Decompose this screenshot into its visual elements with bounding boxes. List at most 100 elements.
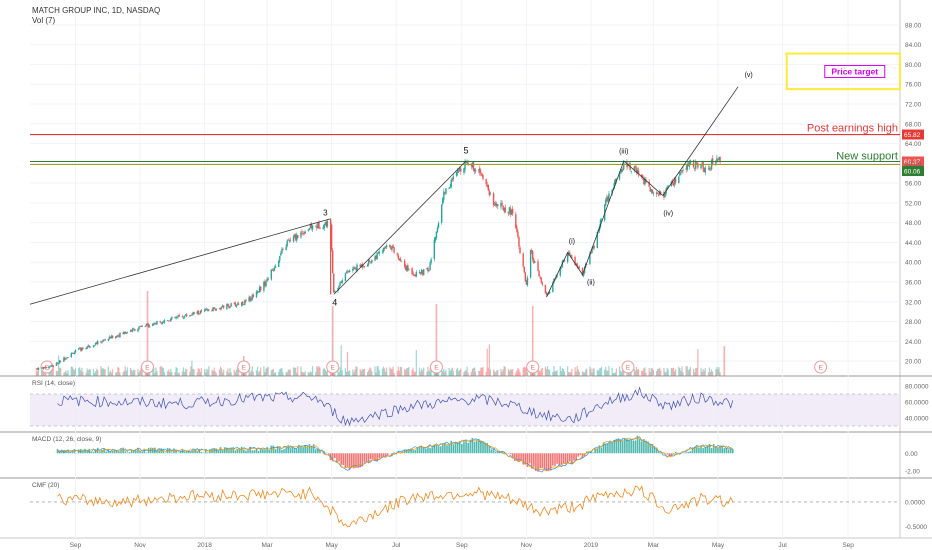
volume-bar [95,371,97,376]
volume-bar [171,371,173,376]
macd-histogram-bar [217,450,220,454]
volume-bar [682,372,684,376]
pane-title: MACD (12, 26, close, 9) [32,436,101,443]
candle-body [405,266,407,270]
candle-body [103,339,105,341]
candle-body [332,250,334,273]
candle-body [441,204,443,223]
volume-bar [408,367,410,376]
candle-body [118,335,120,337]
candle-body [486,184,488,186]
candle-body [347,271,350,273]
candle-body [355,267,357,270]
candle-body [369,261,371,263]
macd-histogram-bar [513,453,516,461]
symbol-title[interactable]: MATCH GROUP INC, 1D, NASDAQ [32,6,161,15]
volume-bar [405,370,407,376]
volume-bar [326,370,329,376]
candle-body [325,221,328,227]
candle-body [101,341,103,343]
macd-histogram-bar [380,453,383,457]
macd-histogram-bar [234,450,237,454]
volume-bar [371,371,373,376]
volume-bar [55,370,58,376]
volume-bar [687,370,689,376]
candle-body [559,267,561,276]
candle-body [465,162,467,163]
macd-histogram-bar [111,450,114,454]
candle-body [501,202,503,205]
macd-histogram-bar [247,450,249,454]
volume-bar [560,371,562,376]
candle-body [650,189,652,192]
volume-bar [651,368,653,376]
candle-body [55,362,58,366]
price-axis[interactable]: 88.00 84.00 80.00 76.00 72.00 68.00 64.00 60.00… [905,22,922,365]
candle-body [577,266,579,268]
volume-bar [497,369,499,376]
volume-bar [537,369,539,376]
macd-histogram-bar [253,450,256,454]
volume-bar [263,366,265,376]
candle-body [489,193,492,195]
time-axis[interactable]: Sep Nov 2018 Mar May Jul Sep Nov 2019 Mar May Jul Se… [70,542,855,549]
volume-spike [146,291,149,376]
volume-spike [331,306,334,376]
macd-histogram-bar [706,445,709,454]
candle-body [679,172,681,176]
volume-bar [622,367,624,376]
wave-trendlines [29,86,739,305]
wave-label: (ii) [587,280,595,287]
volume-bar [556,370,558,376]
macd-histogram-bar [207,452,209,454]
macd-histogram-bar [577,453,580,457]
macd-histogram-bar [441,443,444,454]
volume-bar [541,368,543,376]
candle-body [115,336,117,339]
candle-body [126,332,129,333]
volume-bar [644,367,646,376]
macd-histogram-bar [575,453,577,461]
volume-bar [427,366,429,376]
macd-histogram-bar [649,444,652,454]
volume-bar [162,367,164,376]
volume-bar [385,371,387,376]
volume-bar [463,372,465,376]
volume-bar [137,369,139,376]
volume-bar [715,369,717,376]
candle-body [294,234,297,240]
volume-bar [375,372,377,376]
candle-body [154,323,156,324]
candle-body [345,272,348,274]
candle-body [459,167,461,171]
annotations: 3 4 5 (i) (ii) (iii) (iv) (v) Price target Post e… [323,52,902,307]
candle-body [383,247,386,249]
volume-bar [667,369,669,376]
volume-bar [295,367,297,376]
candle-body [273,267,276,271]
macd-histogram-bar [399,453,402,454]
volume-bar [393,372,395,376]
macd-histogram-bar [632,440,635,454]
price-badge-label: 60.37 [904,159,921,166]
volume-bar [562,368,565,376]
volume-bar [178,372,180,376]
earnings-marker-label: E [331,365,336,372]
candle-body [287,239,289,241]
volume-legend[interactable]: Vol (7) [32,16,56,25]
macd-histogram-bar [342,453,345,466]
candle-body [271,270,274,271]
earnings-marker-label: E [531,365,536,372]
candle-body [204,309,207,311]
candle-body [391,246,393,250]
y-tick-label: 88.00 [905,22,922,29]
macd-histogram-bar [619,439,622,454]
volume-bar [107,366,109,376]
candle-body [184,314,187,316]
candle-body [634,166,637,168]
macd-histogram-bar [132,449,135,454]
macd-histogram-bar [306,447,309,454]
volume-bar [208,366,210,376]
volume-bar [643,368,645,376]
candle-body [58,360,61,364]
